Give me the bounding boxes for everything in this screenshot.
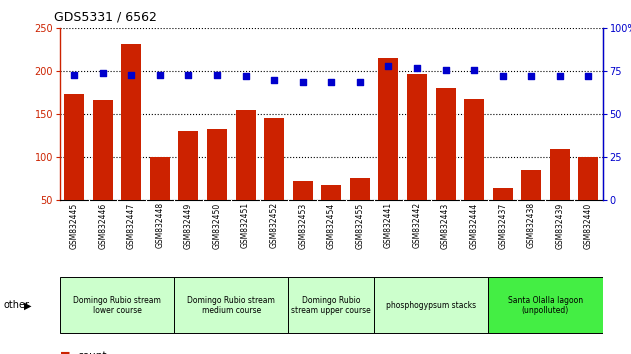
Text: Domingo Rubio stream
medium course: Domingo Rubio stream medium course [187, 296, 275, 315]
Bar [464, 99, 484, 243]
Bar [64, 93, 84, 243]
Text: GDS5331 / 6562: GDS5331 / 6562 [54, 11, 156, 24]
Bar [293, 181, 313, 243]
Bar [550, 149, 570, 243]
Text: GSM832440: GSM832440 [584, 202, 593, 249]
Text: GSM832455: GSM832455 [355, 202, 364, 249]
Point [526, 74, 536, 79]
Point [355, 79, 365, 84]
Bar [488, 277, 603, 333]
Point [384, 63, 394, 69]
Bar [521, 170, 541, 243]
Point [583, 74, 593, 79]
Point [298, 79, 308, 84]
Point [155, 72, 165, 78]
Text: GSM832445: GSM832445 [70, 202, 79, 249]
Point [440, 67, 451, 72]
Text: GSM832447: GSM832447 [127, 202, 136, 249]
Text: ▶: ▶ [24, 300, 32, 310]
Bar [264, 119, 284, 243]
Text: GSM832439: GSM832439 [555, 202, 564, 249]
Bar [579, 157, 598, 243]
Point [212, 72, 222, 78]
Text: GSM832448: GSM832448 [155, 202, 165, 249]
Bar [179, 131, 199, 243]
Text: GSM832449: GSM832449 [184, 202, 193, 249]
Point [240, 74, 251, 79]
Text: count: count [78, 351, 107, 354]
Text: GSM832452: GSM832452 [269, 202, 279, 249]
Text: GSM832453: GSM832453 [298, 202, 307, 249]
Point [555, 74, 565, 79]
Text: GSM832450: GSM832450 [213, 202, 221, 249]
Text: Domingo Rubio stream
lower course: Domingo Rubio stream lower course [73, 296, 161, 315]
Text: Santa Olalla lagoon
(unpolluted): Santa Olalla lagoon (unpolluted) [508, 296, 583, 315]
Bar [407, 74, 427, 243]
Bar [288, 277, 374, 333]
Text: phosphogypsum stacks: phosphogypsum stacks [386, 301, 476, 310]
Bar [93, 99, 113, 243]
Bar [435, 88, 456, 243]
Bar [207, 129, 227, 243]
Bar [174, 277, 288, 333]
Bar [350, 178, 370, 243]
Text: ■: ■ [60, 351, 71, 354]
Bar [379, 58, 398, 243]
Point [498, 74, 508, 79]
Text: GSM832441: GSM832441 [384, 202, 393, 249]
Text: other: other [3, 300, 29, 310]
Bar [493, 188, 512, 243]
Bar [374, 277, 488, 333]
Point [412, 65, 422, 71]
Point [326, 79, 336, 84]
Point [184, 72, 194, 78]
Text: Domingo Rubio
stream upper course: Domingo Rubio stream upper course [292, 296, 371, 315]
Bar [235, 110, 256, 243]
Text: GSM832446: GSM832446 [98, 202, 107, 249]
Point [469, 67, 479, 72]
Text: GSM832437: GSM832437 [498, 202, 507, 249]
Text: GSM832444: GSM832444 [469, 202, 478, 249]
Text: GSM832442: GSM832442 [413, 202, 422, 249]
Point [69, 72, 80, 78]
Point [126, 72, 136, 78]
Bar [150, 157, 170, 243]
Point [98, 70, 108, 76]
Bar [321, 184, 341, 243]
Text: GSM832454: GSM832454 [327, 202, 336, 249]
Bar [121, 44, 141, 243]
Text: GSM832438: GSM832438 [527, 202, 536, 249]
Text: GSM832443: GSM832443 [441, 202, 450, 249]
Text: GSM832451: GSM832451 [241, 202, 250, 249]
Point [269, 77, 279, 83]
Bar [60, 277, 174, 333]
